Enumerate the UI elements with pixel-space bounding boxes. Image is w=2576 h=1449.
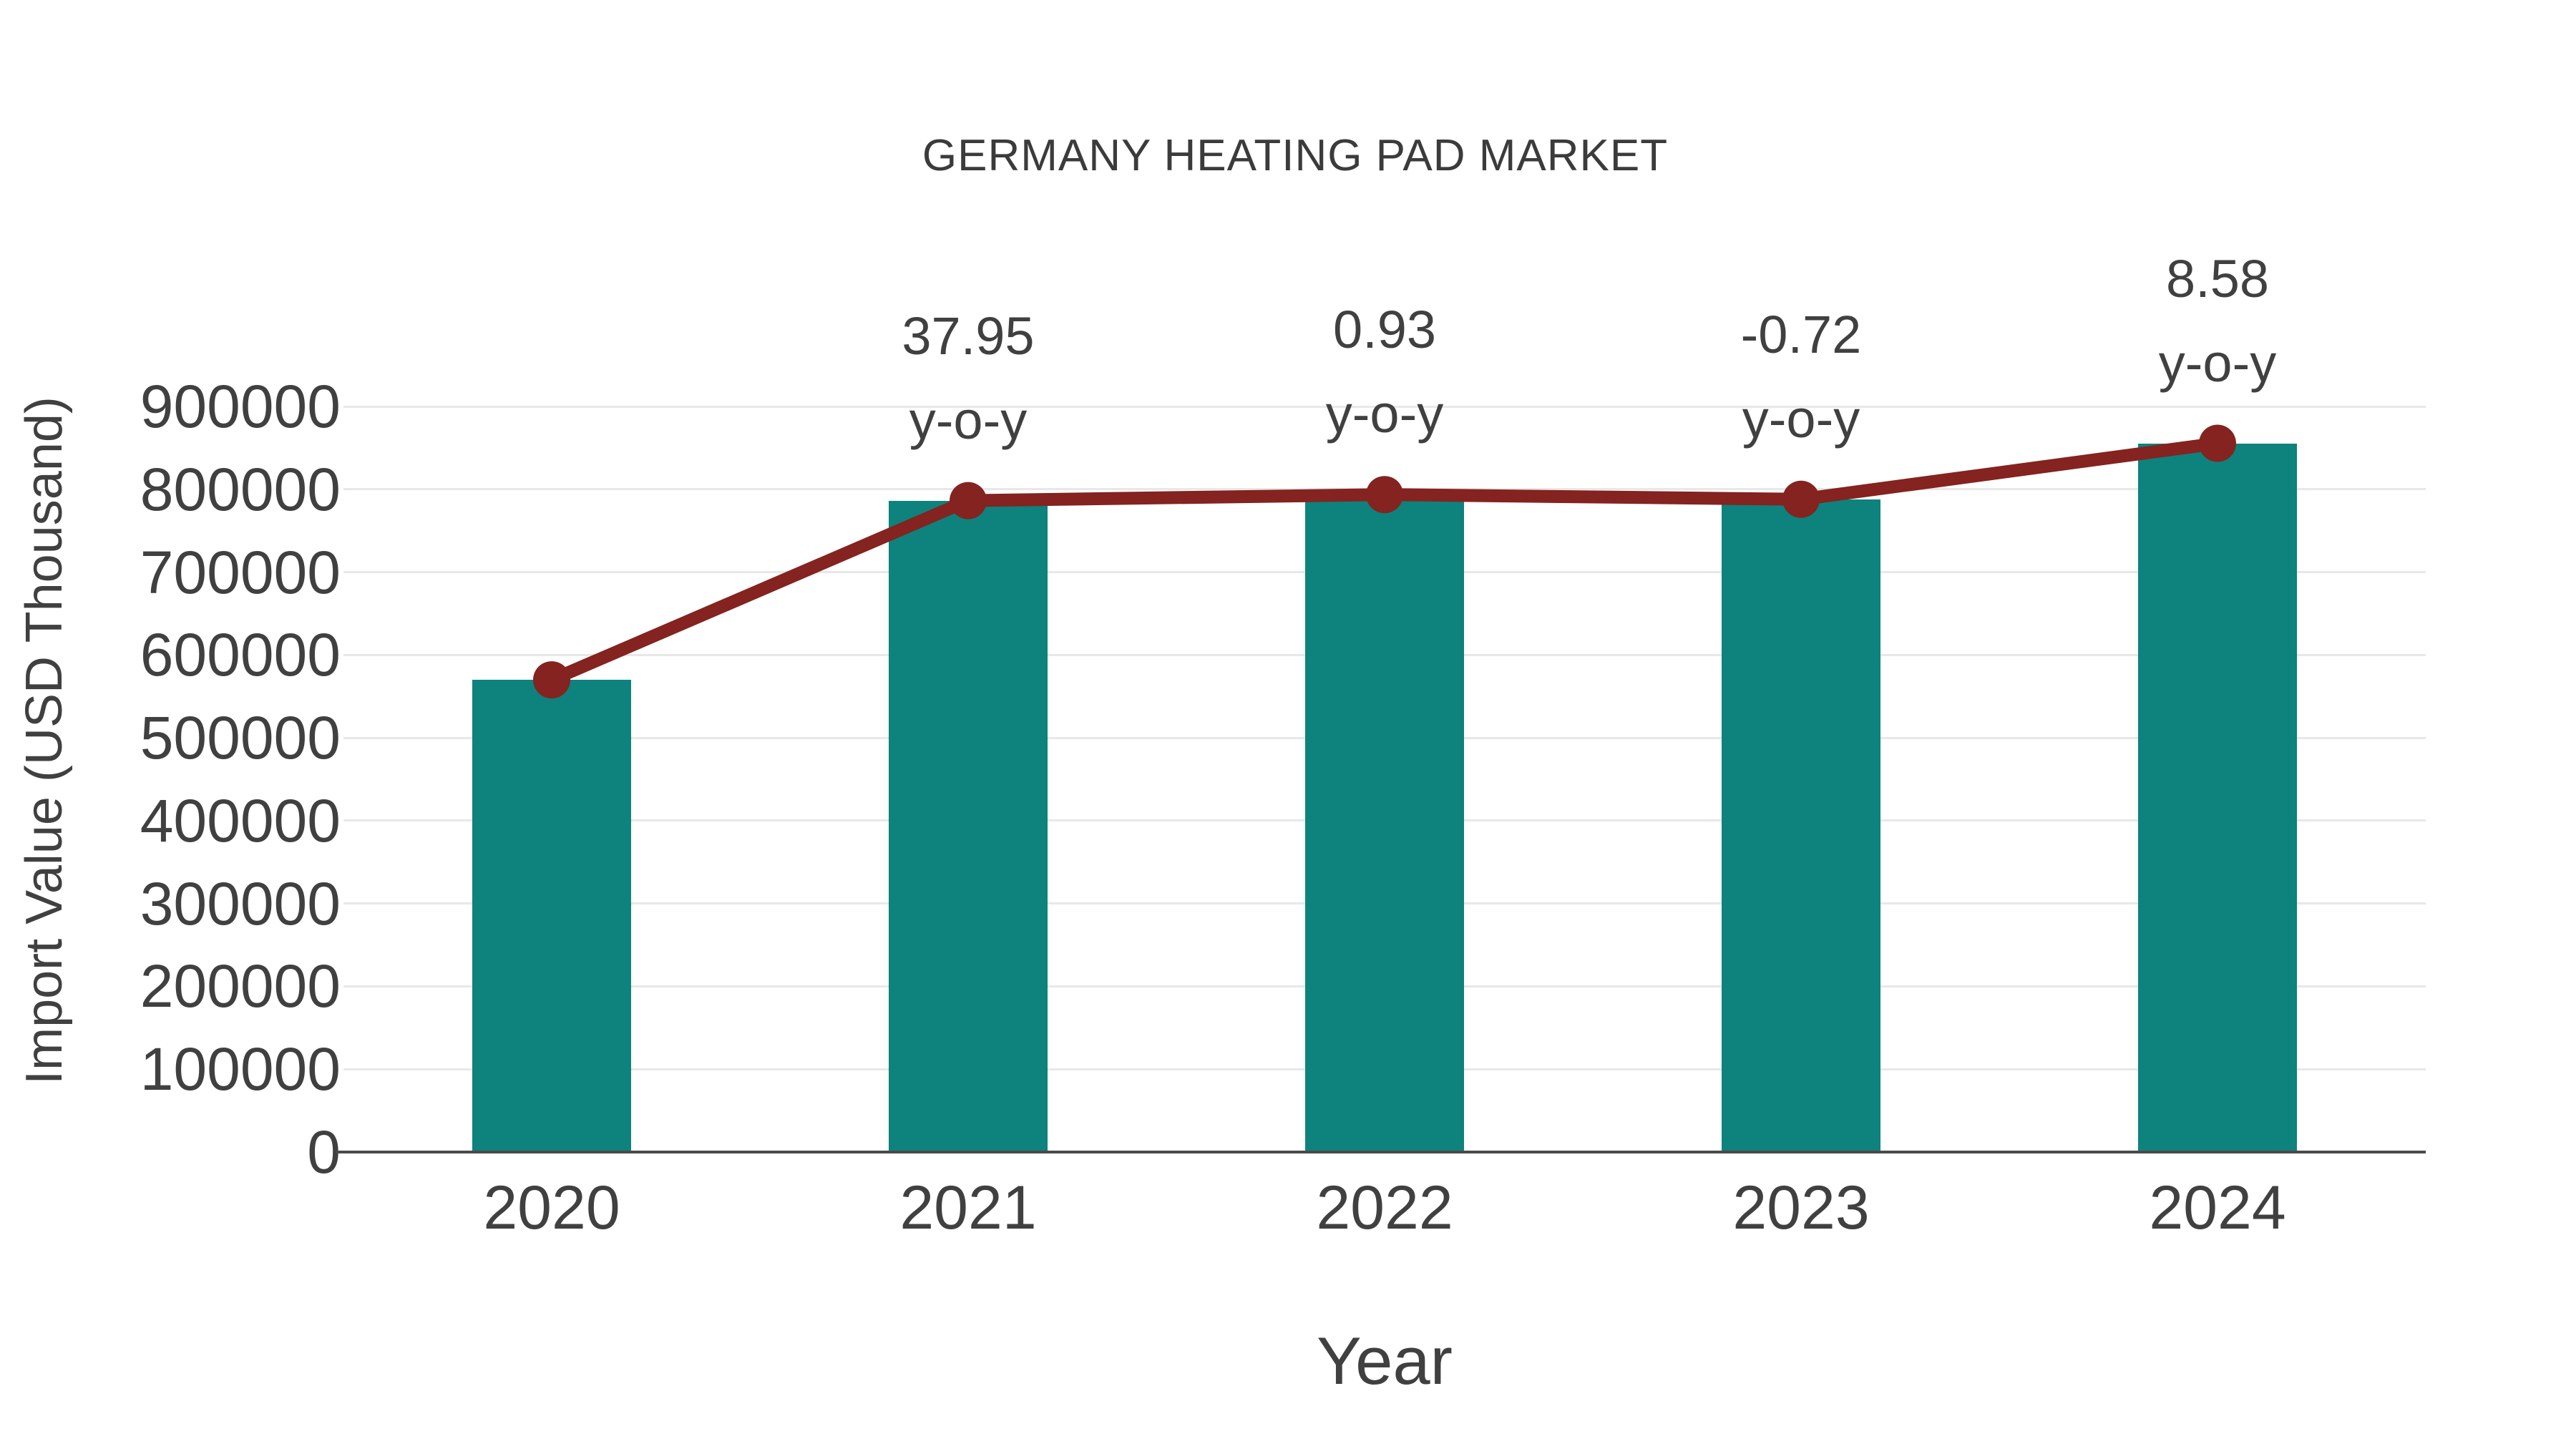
- bar-2020: [472, 680, 631, 1152]
- bar-2024: [2138, 443, 2297, 1152]
- gridline-900000: [343, 405, 2426, 408]
- y-tick-label-100000: 100000: [140, 1035, 341, 1103]
- y-tick-label-800000: 800000: [140, 455, 341, 523]
- y-tick-label-700000: 700000: [140, 538, 341, 606]
- data-point-marker-2020: [533, 661, 570, 699]
- y-tick-label-600000: 600000: [140, 621, 341, 689]
- x-axis-line: [336, 1151, 2426, 1153]
- bar-2021: [889, 500, 1048, 1152]
- x-tick-label-2020: 2020: [483, 1174, 620, 1242]
- x-tick-label-2024: 2024: [2149, 1174, 2286, 1242]
- bar-2022: [1305, 494, 1464, 1152]
- x-axis-title: Year: [1317, 1323, 1453, 1398]
- data-point-marker-2022: [1366, 476, 1403, 514]
- bar-2023: [1722, 499, 1880, 1152]
- y-tick-label-200000: 200000: [140, 952, 341, 1020]
- x-tick-label-2022: 2022: [1316, 1174, 1453, 1242]
- y-tick-label-900000: 900000: [140, 373, 341, 440]
- annotation-value-2021: 37.95: [902, 306, 1035, 366]
- annotation-value-2024: 8.58: [2165, 248, 2270, 308]
- x-tick-label-2023: 2023: [1732, 1174, 1870, 1242]
- y-tick-label-500000: 500000: [140, 704, 341, 772]
- annotation-label-2022: y-o-y: [1325, 384, 1444, 444]
- annotation-label-2021: y-o-y: [909, 390, 1028, 450]
- data-point-marker-2023: [1782, 480, 1820, 518]
- x-tick-label-2021: 2021: [899, 1174, 1037, 1242]
- y-tick-label-0: 0: [307, 1118, 341, 1186]
- data-point-marker-2021: [950, 482, 987, 519]
- annotation-value-2023: -0.72: [1740, 304, 1862, 364]
- y-tick-label-400000: 400000: [140, 786, 341, 854]
- annotation-label-2024: y-o-y: [2158, 333, 2277, 393]
- annotation-label-2023: y-o-y: [1742, 389, 1860, 449]
- annotation-value-2022: 0.93: [1332, 300, 1437, 360]
- y-tick-label-300000: 300000: [140, 869, 341, 937]
- data-point-marker-2024: [2199, 424, 2236, 462]
- chart-title: GERMANY HEATING PAD MARKET: [922, 131, 1669, 180]
